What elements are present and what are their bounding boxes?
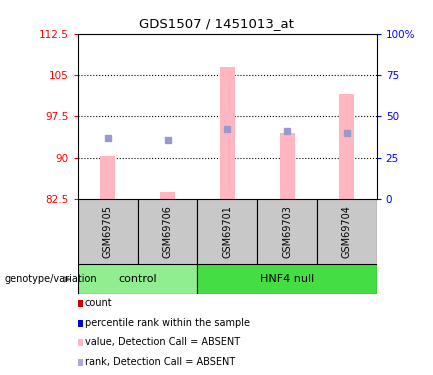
Bar bbox=[138, 199, 197, 264]
Bar bbox=[339, 94, 354, 199]
Bar bbox=[78, 359, 84, 366]
Bar bbox=[257, 199, 317, 264]
Bar bbox=[78, 300, 84, 307]
Bar bbox=[220, 67, 235, 199]
Text: HNF4 null: HNF4 null bbox=[260, 274, 314, 284]
Text: GSM69705: GSM69705 bbox=[103, 205, 113, 258]
Text: GDS1507 / 1451013_at: GDS1507 / 1451013_at bbox=[139, 17, 294, 30]
Bar bbox=[78, 320, 84, 327]
Text: genotype/variation: genotype/variation bbox=[4, 274, 97, 284]
Bar bbox=[78, 199, 138, 264]
Bar bbox=[78, 264, 197, 294]
Text: value, Detection Call = ABSENT: value, Detection Call = ABSENT bbox=[85, 338, 240, 347]
Text: count: count bbox=[85, 298, 113, 308]
Bar bbox=[197, 199, 257, 264]
Text: GSM69703: GSM69703 bbox=[282, 205, 292, 258]
Text: control: control bbox=[118, 274, 157, 284]
Bar bbox=[100, 156, 115, 199]
Text: percentile rank within the sample: percentile rank within the sample bbox=[85, 318, 250, 328]
Bar bbox=[197, 264, 377, 294]
Bar bbox=[317, 199, 377, 264]
Text: GSM69706: GSM69706 bbox=[162, 205, 173, 258]
Bar bbox=[280, 133, 294, 199]
Text: GSM69704: GSM69704 bbox=[342, 205, 352, 258]
Bar bbox=[160, 192, 175, 199]
Bar bbox=[78, 339, 84, 346]
Text: GSM69701: GSM69701 bbox=[222, 205, 233, 258]
Text: rank, Detection Call = ABSENT: rank, Detection Call = ABSENT bbox=[85, 357, 235, 367]
